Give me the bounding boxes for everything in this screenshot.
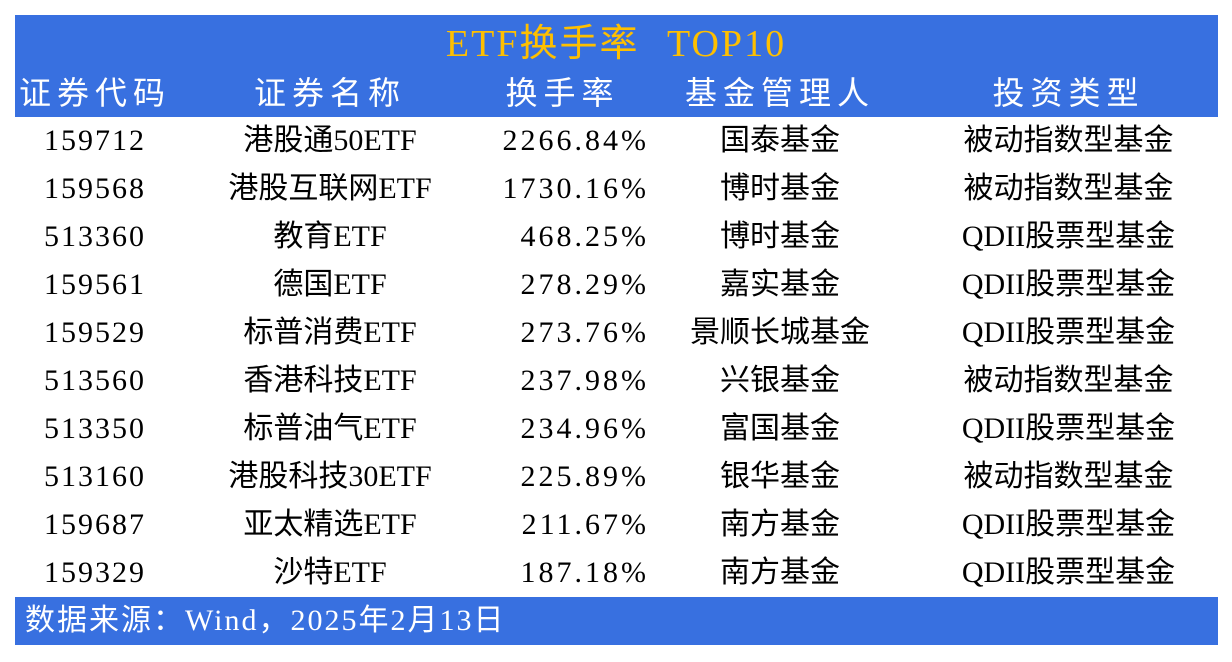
cell-manager: 景顺长城基金 [690,316,870,349]
cell-manager: 兴银基金 [720,364,840,397]
banner-background [15,15,1218,117]
cell-type: QDII股票型基金 [961,316,1176,349]
cell-rate: 234.96% [520,412,649,445]
cell-name: 沙特ETF [273,556,387,589]
cell-code: 159329 [44,556,146,589]
cell-rate: 211.67% [521,508,649,541]
table-row: 159529 标普消费ETF 273.76% 景顺长城基金 QDII股票型基金 [0,309,1232,357]
cell-manager: 南方基金 [720,508,840,541]
cell-code: 159568 [44,172,146,205]
cell-rate: 225.89% [520,460,649,493]
table-row: 513350 标普油气ETF 234.96% 富国基金 QDII股票型基金 [0,405,1232,453]
cell-name: 标普油气ETF [243,412,417,445]
cell-rate: 468.25% [520,220,649,253]
column-header-name: 证券名称 [253,75,406,111]
cell-name: 标普消费ETF [243,316,417,349]
cell-code: 159687 [44,508,146,541]
table-row: 513360 教育ETF 468.25% 博时基金 QDII股票型基金 [0,213,1232,261]
cell-manager: 银华基金 [720,460,840,493]
cell-rate: 187.18% [520,556,649,589]
column-header-type: 投资类型 [992,75,1145,111]
header-banner: ETF换手率 TOP10 证券代码 证券名称 换手率 基金管理人 投资类型 [0,0,1232,117]
cell-name: 亚太精选ETF [243,508,417,541]
cell-rate: 273.76% [520,316,649,349]
cell-type: QDII股票型基金 [961,556,1176,589]
cell-type: QDII股票型基金 [961,508,1176,541]
cell-name: 教育ETF [273,220,387,253]
table-header-row: 证券代码 证券名称 换手率 基金管理人 投资类型 [0,71,1232,115]
table-row: 159561 德国ETF 278.29% 嘉实基金 QDII股票型基金 [0,261,1232,309]
table-row: 513560 香港科技ETF 237.98% 兴银基金 被动指数型基金 [0,357,1232,405]
table-row: 159329 沙特ETF 187.18% 南方基金 QDII股票型基金 [0,549,1232,597]
cell-type: QDII股票型基金 [961,268,1176,301]
cell-name: 港股通50ETF [243,124,417,157]
table-row: 159568 港股互联网ETF 1730.16% 博时基金 被动指数型基金 [0,165,1232,213]
cell-type: 被动指数型基金 [963,460,1174,493]
cell-type: 被动指数型基金 [963,364,1174,397]
table-row: 159712 港股通50ETF 2266.84% 国泰基金 被动指数型基金 [0,117,1232,165]
cell-name: 德国ETF [273,268,387,301]
cell-code: 513160 [44,460,146,493]
cell-name: 香港科技ETF [243,364,417,397]
cell-type: 被动指数型基金 [963,172,1174,205]
cell-manager: 博时基金 [720,172,840,205]
cell-manager: 国泰基金 [720,124,840,157]
data-source-bar: 数据来源：Wind，2025年2月13日 [15,597,1218,645]
data-source-text: 数据来源：Wind，2025年2月13日 [25,604,506,637]
cell-manager: 富国基金 [720,412,840,445]
cell-type: 被动指数型基金 [963,124,1174,157]
cell-code: 513560 [44,364,146,397]
cell-code: 159712 [44,124,146,157]
cell-rate: 278.29% [520,268,649,301]
cell-code: 159561 [44,268,146,301]
cell-code: 513360 [44,220,146,253]
cell-name: 港股科技30ETF [228,460,432,493]
cell-rate: 237.98% [520,364,649,397]
column-header-manager: 基金管理人 [684,75,875,111]
cell-rate: 1730.16% [502,172,649,205]
cell-code: 159529 [44,316,146,349]
cell-code: 513350 [44,412,146,445]
cell-type: QDII股票型基金 [961,412,1176,445]
table-row: 513160 港股科技30ETF 225.89% 银华基金 被动指数型基金 [0,453,1232,501]
cell-type: QDII股票型基金 [961,220,1176,253]
column-header-rate: 换手率 [505,75,620,111]
table-body: 159712 港股通50ETF 2266.84% 国泰基金 被动指数型基金 15… [0,117,1232,597]
cell-name: 港股互联网ETF [228,172,432,205]
table-row: 159687 亚太精选ETF 211.67% 南方基金 QDII股票型基金 [0,501,1232,549]
cell-manager: 嘉实基金 [720,268,840,301]
page-title: ETF换手率 TOP10 [445,23,787,65]
column-header-code: 证券代码 [18,75,171,111]
cell-manager: 南方基金 [720,556,840,589]
cell-rate: 2266.84% [502,124,649,157]
cell-manager: 博时基金 [720,220,840,253]
